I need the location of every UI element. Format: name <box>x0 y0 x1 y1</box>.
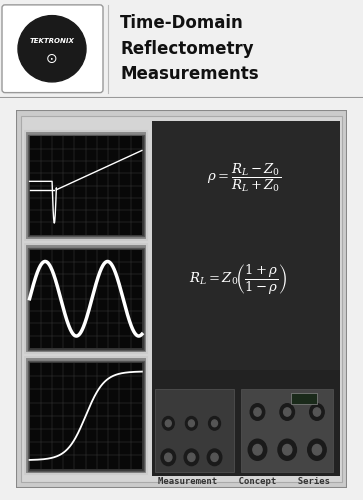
Circle shape <box>308 439 326 460</box>
Circle shape <box>188 453 195 462</box>
Bar <box>28 248 143 350</box>
Circle shape <box>312 444 322 455</box>
Bar <box>28 134 143 236</box>
Text: Measurement    Concept    Series: Measurement Concept Series <box>158 478 330 486</box>
Circle shape <box>282 444 292 455</box>
Bar <box>25 131 147 240</box>
Circle shape <box>184 449 199 466</box>
Text: Measurements: Measurements <box>120 65 258 83</box>
Bar <box>29 250 142 348</box>
Text: $\rho = \dfrac{R_L - Z_0}{R_L + Z_0}$: $\rho = \dfrac{R_L - Z_0}{R_L + Z_0}$ <box>207 162 281 194</box>
Circle shape <box>212 420 217 426</box>
Circle shape <box>248 439 267 460</box>
Circle shape <box>284 408 291 416</box>
Text: TEKTRONIX: TEKTRONIX <box>29 38 74 44</box>
Text: Reflectometry: Reflectometry <box>120 40 254 58</box>
Circle shape <box>310 404 324 420</box>
Bar <box>28 361 143 470</box>
Bar <box>155 390 234 472</box>
Bar <box>241 390 334 472</box>
Circle shape <box>185 416 197 430</box>
Circle shape <box>161 449 176 466</box>
Circle shape <box>253 444 262 455</box>
Circle shape <box>313 408 321 416</box>
Circle shape <box>162 416 174 430</box>
Bar <box>152 122 340 374</box>
Bar <box>290 393 317 404</box>
Bar <box>152 370 340 476</box>
Bar <box>25 244 147 354</box>
Circle shape <box>165 420 171 426</box>
Circle shape <box>18 16 86 82</box>
Bar <box>29 136 142 234</box>
Circle shape <box>278 439 297 460</box>
Circle shape <box>280 404 294 420</box>
Text: ⊙: ⊙ <box>46 52 58 66</box>
Circle shape <box>209 416 220 430</box>
FancyBboxPatch shape <box>2 5 103 92</box>
Text: $R_L = Z_0\!\left(\dfrac{1+\rho}{1-\rho}\right)$: $R_L = Z_0\!\left(\dfrac{1+\rho}{1-\rho}… <box>189 263 287 297</box>
Bar <box>29 363 142 469</box>
Circle shape <box>207 449 222 466</box>
Bar <box>25 358 147 474</box>
Circle shape <box>165 453 172 462</box>
Circle shape <box>188 420 194 426</box>
Circle shape <box>250 404 265 420</box>
Circle shape <box>211 453 218 462</box>
Text: Time-Domain: Time-Domain <box>120 14 244 32</box>
Circle shape <box>254 408 261 416</box>
